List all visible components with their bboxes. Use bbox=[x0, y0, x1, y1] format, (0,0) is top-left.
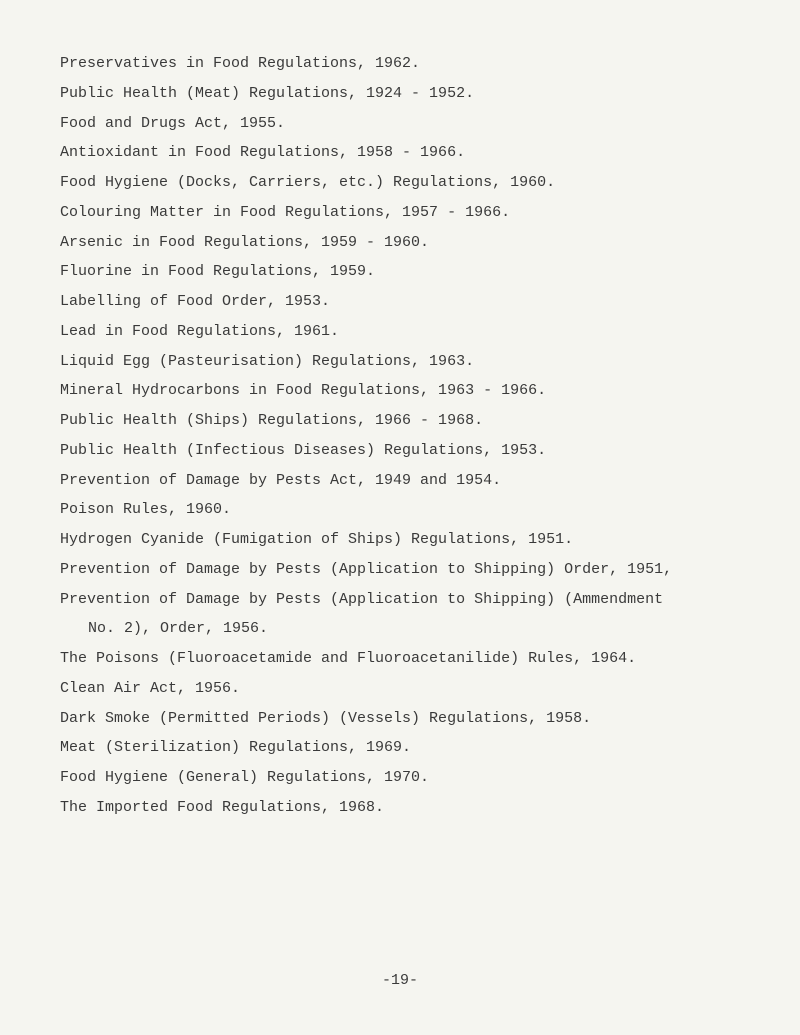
document-line: Prevention of Damage by Pests (Applicati… bbox=[60, 586, 740, 614]
document-line: Food Hygiene (General) Regulations, 1970… bbox=[60, 764, 740, 792]
document-content: Preservatives in Food Regulations, 1962.… bbox=[60, 50, 740, 824]
document-line: Antioxidant in Food Regulations, 1958 - … bbox=[60, 139, 740, 167]
document-line: Poison Rules, 1960. bbox=[60, 496, 740, 524]
document-line: Public Health (Ships) Regulations, 1966 … bbox=[60, 407, 740, 435]
document-line: No. 2), Order, 1956. bbox=[60, 615, 740, 643]
document-line: Colouring Matter in Food Regulations, 19… bbox=[60, 199, 740, 227]
document-line: Food and Drugs Act, 1955. bbox=[60, 110, 740, 138]
document-line: Public Health (Meat) Regulations, 1924 -… bbox=[60, 80, 740, 108]
document-line: Prevention of Damage by Pests Act, 1949 … bbox=[60, 467, 740, 495]
document-line: Preservatives in Food Regulations, 1962. bbox=[60, 50, 740, 78]
document-line: Public Health (Infectious Diseases) Regu… bbox=[60, 437, 740, 465]
document-line: Meat (Sterilization) Regulations, 1969. bbox=[60, 734, 740, 762]
document-line: Liquid Egg (Pasteurisation) Regulations,… bbox=[60, 348, 740, 376]
document-line: Prevention of Damage by Pests (Applicati… bbox=[60, 556, 740, 584]
document-line: Mineral Hydrocarbons in Food Regulations… bbox=[60, 377, 740, 405]
document-line: Hydrogen Cyanide (Fumigation of Ships) R… bbox=[60, 526, 740, 554]
document-line: The Poisons (Fluoroacetamide and Fluoroa… bbox=[60, 645, 740, 673]
page-number: -19- bbox=[382, 967, 418, 995]
document-line: Fluorine in Food Regulations, 1959. bbox=[60, 258, 740, 286]
document-line: The Imported Food Regulations, 1968. bbox=[60, 794, 740, 822]
document-line: Labelling of Food Order, 1953. bbox=[60, 288, 740, 316]
document-line: Food Hygiene (Docks, Carriers, etc.) Reg… bbox=[60, 169, 740, 197]
document-line: Dark Smoke (Permitted Periods) (Vessels)… bbox=[60, 705, 740, 733]
document-line: Clean Air Act, 1956. bbox=[60, 675, 740, 703]
document-line: Lead in Food Regulations, 1961. bbox=[60, 318, 740, 346]
document-line: Arsenic in Food Regulations, 1959 - 1960… bbox=[60, 229, 740, 257]
